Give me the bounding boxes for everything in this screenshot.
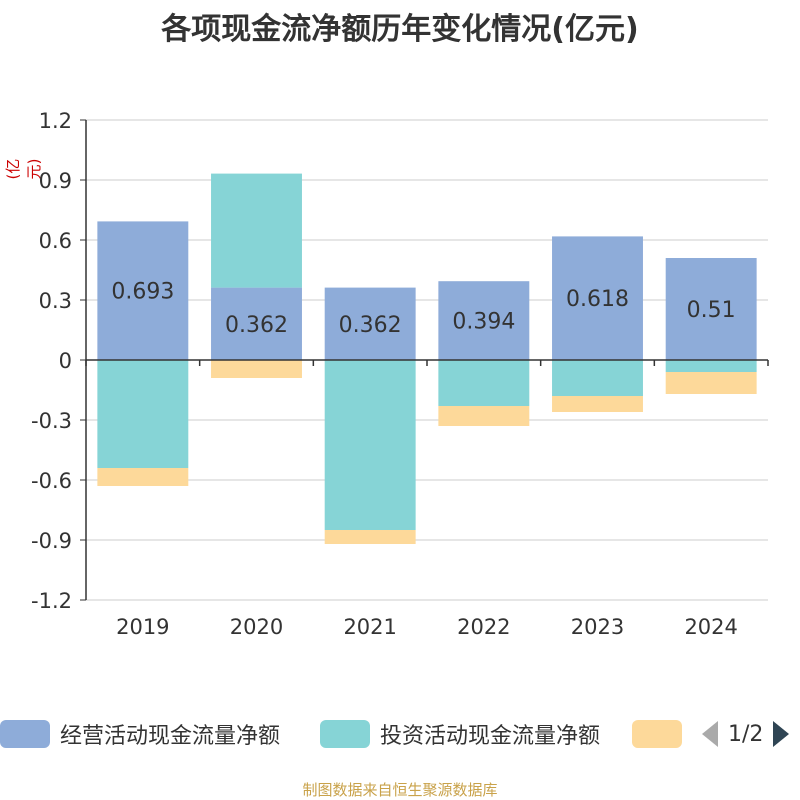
legend-page-indicator: 1/2 xyxy=(728,721,764,747)
bar-investing-2019 xyxy=(97,360,189,468)
triangle-right-icon[interactable] xyxy=(771,719,791,749)
y-tick-label: 0.3 xyxy=(39,289,72,313)
chart-title: 各项现金流净额历年变化情况(亿元) xyxy=(161,12,639,47)
y-tick-label: 0 xyxy=(59,349,72,373)
data-source-footer: 制图数据来自恒生聚源数据库 xyxy=(302,781,498,799)
legend-label-investing: 投资活动现金流量净额 xyxy=(380,724,601,749)
legend-label-operating: 经营活动现金流量净额 xyxy=(60,724,281,749)
bar-financing-2020 xyxy=(211,360,302,378)
y-tick-label: 0.9 xyxy=(39,169,72,193)
y-tick-label: -0.6 xyxy=(31,469,72,493)
bar-financing-2024 xyxy=(665,372,757,394)
bar-operating-2020 xyxy=(211,287,302,360)
bar-financing-2022 xyxy=(438,406,530,426)
bar-investing-2021 xyxy=(324,360,416,530)
bar-operating-2019 xyxy=(97,221,189,360)
data-label-2021: 0.362 xyxy=(339,313,402,338)
bar-financing-2023 xyxy=(552,396,643,412)
triangle-left-icon[interactable] xyxy=(700,719,720,749)
y-tick-label: 0.6 xyxy=(39,229,72,253)
x-tick-label: 2021 xyxy=(343,615,396,639)
data-label-2019: 0.693 xyxy=(111,280,174,305)
y-tick-label: -1.2 xyxy=(31,589,72,613)
data-label-2022: 0.394 xyxy=(452,310,515,335)
y-tick-label: -0.3 xyxy=(31,409,72,433)
legend-item-investing[interactable]: 投资活动现金流量净额 xyxy=(320,716,600,752)
bar-investing-2024 xyxy=(665,360,757,372)
bar-operating-2022 xyxy=(438,281,530,360)
bar-operating-2021 xyxy=(324,287,416,360)
legend-swatch-financing xyxy=(632,720,682,748)
x-tick-label: 2024 xyxy=(684,615,737,639)
x-tick-label: 2022 xyxy=(457,615,510,639)
legend-swatch-investing xyxy=(320,720,370,748)
x-tick-label: 2020 xyxy=(230,615,283,639)
bar-financing-2019 xyxy=(97,468,189,486)
y-tick-label: -0.9 xyxy=(31,529,72,553)
data-label-2023: 0.618 xyxy=(566,287,629,312)
legend-swatch-operating xyxy=(0,720,50,748)
x-tick-label: 2019 xyxy=(116,615,169,639)
data-label-2024: 0.51 xyxy=(687,298,736,323)
bar-financing-2021 xyxy=(324,530,416,544)
cash-flow-chart: 1.2 0.9 0.6 0.3 0 -0.3 -0.6 -0.9 -1.2 0.693 2019 0.… xyxy=(31,109,769,639)
legend-item-financing[interactable] xyxy=(632,716,682,752)
legend-item-operating[interactable]: 经营活动现金流量净额 xyxy=(0,716,280,752)
legend-pager: 1/2 xyxy=(700,718,791,750)
legend: 经营活动现金流量净额 投资活动现金流量净额 1/2 xyxy=(0,716,800,752)
bar-operating-2024 xyxy=(665,258,757,360)
bar-investing-2020 xyxy=(211,173,302,288)
y-tick-label: 1.2 xyxy=(39,109,72,133)
x-tick-label: 2023 xyxy=(571,615,624,639)
bar-investing-2022 xyxy=(438,360,530,406)
data-label-2020: 0.362 xyxy=(225,313,288,338)
bar-investing-2023 xyxy=(552,360,643,396)
bar-operating-2023 xyxy=(552,236,643,360)
